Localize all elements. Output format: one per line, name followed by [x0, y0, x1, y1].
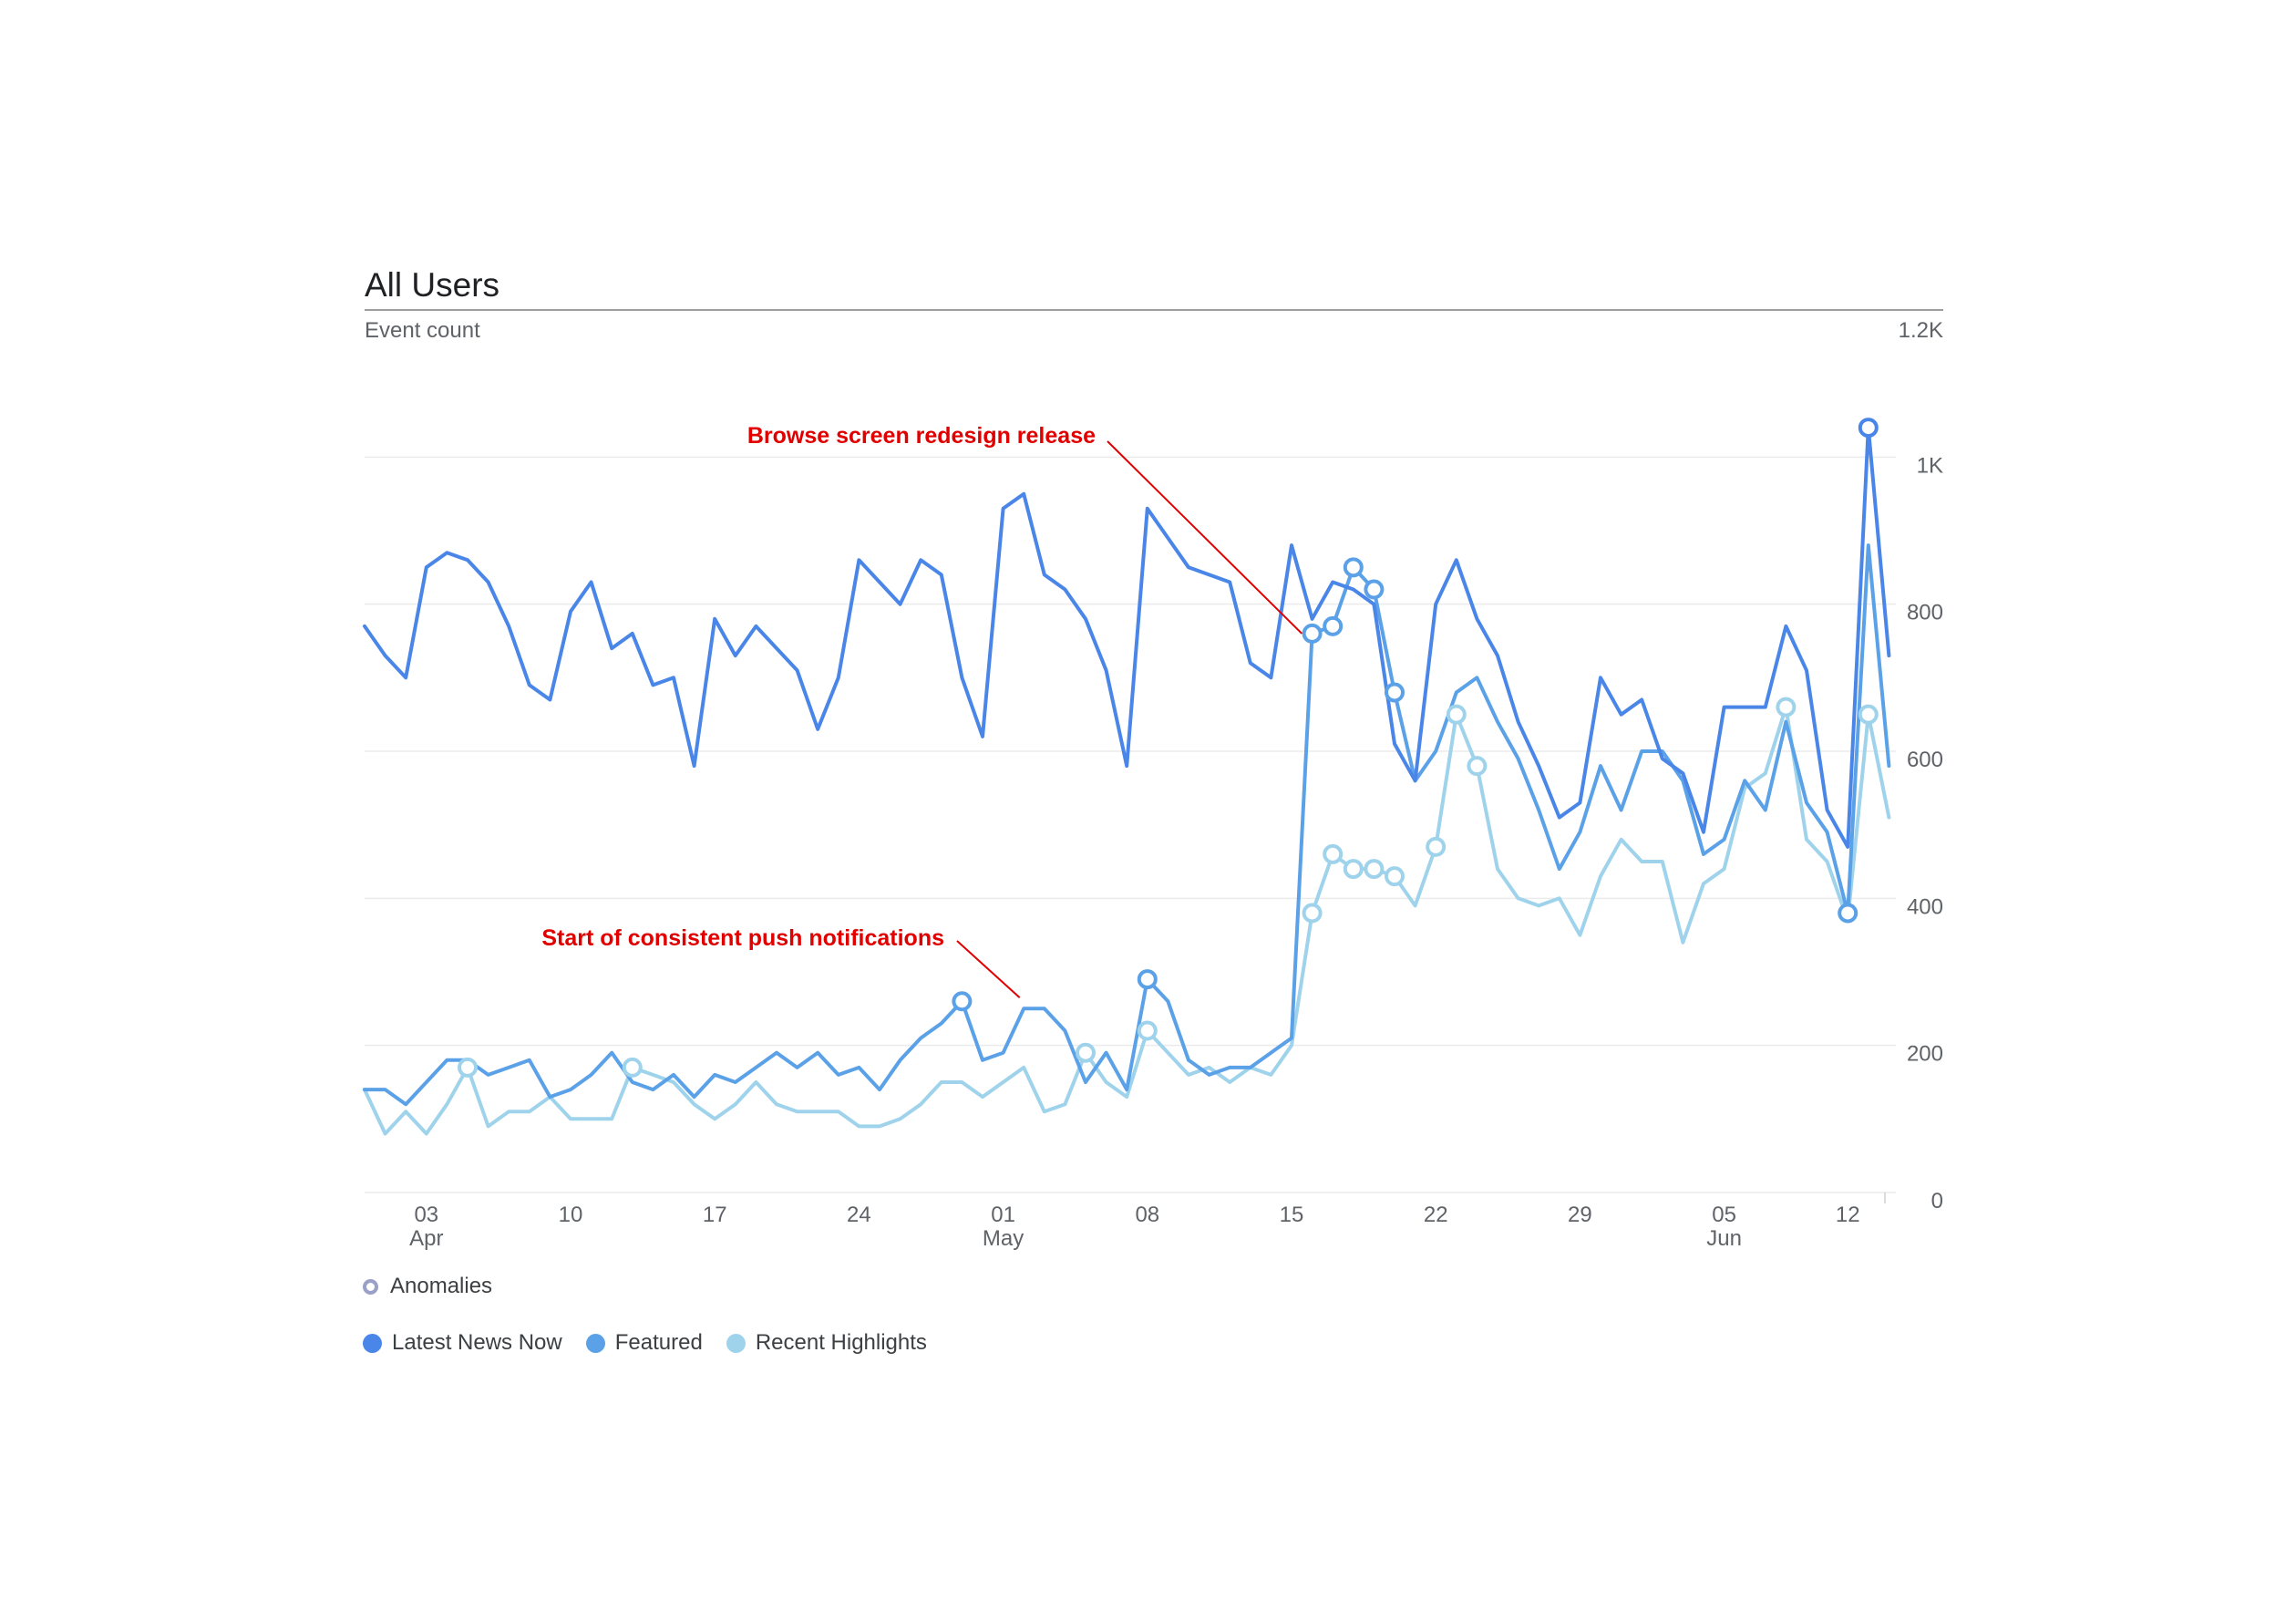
y-axis-subtitle: Event count: [365, 318, 480, 343]
y-tick-label: 1K: [1917, 453, 1943, 478]
y-tick-label: 800: [1907, 601, 1943, 625]
y-tick-label: 200: [1907, 1042, 1943, 1067]
anomaly-marker[interactable]: [1385, 866, 1405, 887]
anomaly-marker[interactable]: [1467, 756, 1488, 777]
anomaly-marker[interactable]: [1343, 557, 1364, 578]
series-lines: [363, 426, 1891, 1136]
anomaly-marker[interactable]: [622, 1057, 643, 1078]
x-tick-sublabel: May: [983, 1226, 1024, 1251]
anomaly-marker[interactable]: [1858, 418, 1879, 439]
anomaly-marker[interactable]: [1323, 843, 1344, 864]
legend-label-anomalies: Anomalies: [390, 1274, 493, 1298]
anomaly-marker[interactable]: [458, 1057, 478, 1078]
x-tick-label: 01: [991, 1203, 1015, 1227]
anomaly-marker[interactable]: [1137, 1020, 1158, 1041]
grid: [365, 309, 1943, 1203]
annotation-pointer: [1107, 440, 1303, 635]
chart-title: All Users: [365, 266, 500, 304]
legend-label: Featured: [614, 1330, 703, 1355]
legend-dot-icon: [363, 1333, 382, 1353]
y-tick-label: 600: [1907, 748, 1943, 772]
legend-item-featured[interactable]: Featured: [585, 1330, 703, 1356]
anomaly-marker[interactable]: [1446, 704, 1467, 725]
annotation-pointer: [956, 940, 1021, 998]
anomaly-marker[interactable]: [1302, 903, 1323, 924]
x-tick-label: 29: [1568, 1203, 1592, 1227]
legend-item-anomalies[interactable]: Anomalies: [363, 1274, 492, 1299]
anomaly-marker[interactable]: [1364, 859, 1385, 880]
legend-item-recent-highlights[interactable]: Recent Highlights: [726, 1330, 927, 1356]
anomaly-ring-icon: [363, 1278, 378, 1295]
anomaly-marker[interactable]: [1343, 859, 1364, 880]
x-tick-label: 03: [414, 1203, 438, 1227]
annotation-label: Browse screen redesign release: [747, 423, 1096, 449]
x-tick-label: 12: [1836, 1203, 1860, 1227]
anomaly-markers: [458, 418, 1879, 1078]
anomaly-marker[interactable]: [1364, 579, 1385, 600]
legend-item-latest-news-now[interactable]: Latest News Now: [363, 1330, 562, 1356]
legend-dot-icon: [726, 1333, 746, 1353]
anomaly-marker[interactable]: [1302, 623, 1323, 644]
x-tick-label: 08: [1135, 1203, 1159, 1227]
anomaly-marker[interactable]: [952, 991, 973, 1012]
anomalies-legend: Anomalies: [363, 1274, 516, 1299]
legend-dot-icon: [585, 1333, 605, 1353]
y-tick-label: 1.2K: [1899, 318, 1943, 343]
anomaly-marker[interactable]: [1426, 836, 1447, 857]
x-tick-label: 24: [847, 1203, 871, 1227]
series-line-recent-highlights[interactable]: [363, 705, 1891, 1136]
x-tick-sublabel: Apr: [409, 1226, 443, 1251]
x-tick-sublabel: Jun: [1706, 1226, 1742, 1251]
anomaly-marker[interactable]: [1385, 682, 1405, 703]
anomaly-marker[interactable]: [1137, 969, 1158, 990]
x-tick-label: 22: [1424, 1203, 1448, 1227]
annotations: Browse screen redesign release Start of c…: [541, 423, 1303, 998]
y-tick-label: 0: [1931, 1189, 1943, 1213]
x-tick-label: 05: [1712, 1203, 1736, 1227]
y-tick-label: 400: [1907, 894, 1943, 919]
x-tick-label: 17: [703, 1203, 727, 1227]
anomaly-marker[interactable]: [1076, 1042, 1096, 1063]
annotation-label: Start of consistent push notifications: [541, 925, 944, 951]
anomaly-marker[interactable]: [1858, 704, 1879, 725]
x-tick-label: 15: [1280, 1203, 1304, 1227]
x-tick-label: 10: [559, 1203, 583, 1227]
legend-label: Recent Highlights: [755, 1330, 927, 1355]
series-line-latest-news-now[interactable]: [363, 426, 1891, 849]
series-legend: Latest News Now Featured Recent Highligh…: [363, 1330, 951, 1356]
legend-label: Latest News Now: [392, 1330, 562, 1355]
anomaly-marker[interactable]: [1776, 697, 1797, 718]
series-line-featured[interactable]: [363, 543, 1891, 1107]
anomaly-marker[interactable]: [1323, 615, 1344, 636]
anomaly-marker[interactable]: [1838, 903, 1858, 924]
